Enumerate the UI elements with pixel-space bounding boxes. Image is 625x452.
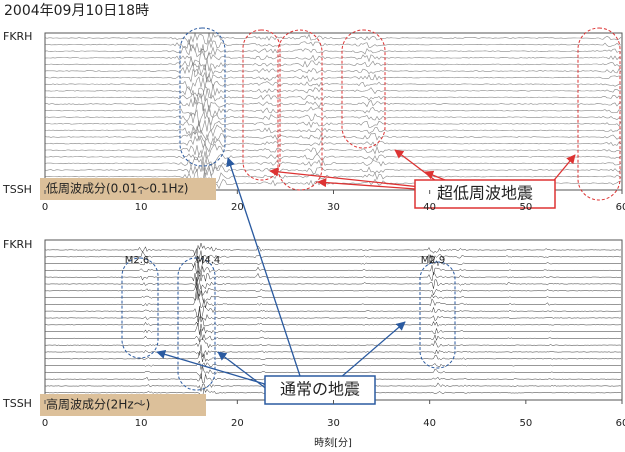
trace: [45, 39, 621, 52]
trace: [45, 345, 621, 357]
trace: [45, 277, 621, 300]
trace: [45, 117, 621, 134]
trace: [45, 88, 621, 104]
trace: [45, 77, 621, 91]
trace: [45, 32, 621, 44]
x-tick-label: 50: [519, 418, 532, 429]
trace: [45, 308, 621, 322]
x-tick-label: 40: [423, 202, 436, 213]
figure: 2004年09月10日18時 FKRH TSSH FKRH TSSH M2.6 …: [0, 0, 625, 452]
x-tick-label: 20: [231, 202, 244, 213]
trace: [45, 270, 621, 289]
callout: 超低周波地震: [437, 184, 533, 203]
x-tick-label: 0: [42, 418, 48, 429]
page: 2004年09月10日18時 FKRH TSSH FKRH TSSH M2.6 …: [0, 0, 625, 452]
x-tick-label: 20: [231, 418, 244, 429]
x-tick-label: 0: [42, 202, 48, 213]
x-tick-label: 60: [616, 202, 625, 213]
oval: [122, 258, 158, 358]
arrow: [340, 322, 405, 378]
arrow: [228, 158, 300, 376]
station-label: FKRH: [3, 30, 32, 43]
arrow: [395, 150, 440, 184]
trace: [45, 141, 621, 157]
station-label: TSSH: [2, 183, 32, 196]
x-tick-label: 10: [135, 418, 148, 429]
title: 2004年09月10日18時: [4, 3, 149, 19]
trace: [45, 84, 621, 98]
panel-label: 低周波成分(0.01〜0.1Hz): [46, 182, 189, 196]
trace: [45, 361, 621, 370]
event-label: M2.9: [421, 255, 446, 266]
oval: [578, 28, 620, 200]
trace: [45, 284, 621, 303]
trace: [45, 156, 621, 171]
x-axis-title: 時刻[分]: [314, 436, 352, 449]
arrow: [218, 352, 268, 390]
oval: [243, 30, 280, 180]
station-label: TSSH: [2, 397, 32, 410]
trace: [45, 103, 621, 119]
x-tick-label: 10: [135, 202, 148, 213]
trace: [45, 132, 621, 146]
trace: [45, 125, 621, 140]
trace: [45, 288, 621, 308]
oval: [278, 30, 322, 190]
event-label: M4.4: [196, 255, 221, 266]
trace: [45, 306, 621, 322]
trace: [45, 329, 621, 342]
x-tick-label: 30: [327, 418, 340, 429]
x-tick-label: 40: [423, 418, 436, 429]
traces: [45, 32, 621, 398]
trace: [45, 94, 621, 112]
x-tick-label: 30: [327, 202, 340, 213]
trace: [45, 57, 621, 71]
x-tick-label: 50: [519, 202, 532, 213]
panel-label: 高周波成分(2Hz〜): [46, 397, 150, 412]
arrow: [270, 171, 430, 188]
callout: 通常の地震: [280, 380, 360, 399]
highlights: [122, 28, 620, 390]
panel-frame: [45, 33, 622, 190]
trace: [45, 63, 621, 78]
trace: [45, 339, 621, 348]
station-label: FKRH: [3, 238, 32, 251]
trace: [45, 351, 621, 362]
x-tick-label: 60: [616, 418, 625, 429]
event-label: M2.6: [125, 255, 150, 266]
